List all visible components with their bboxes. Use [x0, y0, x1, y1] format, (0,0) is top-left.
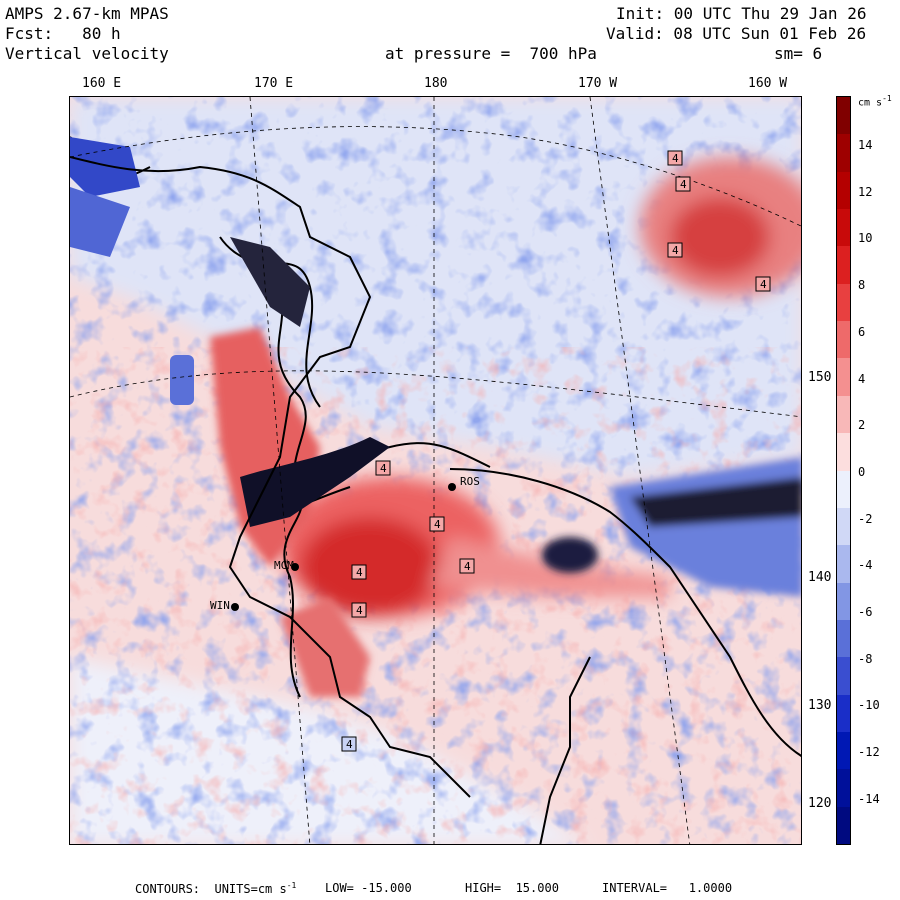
colorbar-segment [837, 395, 850, 434]
contour-label-box: 4 [667, 242, 683, 258]
northeast-updraft [640, 157, 801, 297]
station-dot-mcm [291, 563, 299, 571]
colorbar-tick-label: 4 [858, 371, 866, 386]
colorbar-segment [837, 806, 850, 845]
colorbar [836, 96, 851, 845]
smoothing: sm= 6 [774, 44, 823, 63]
colorbar-tick-label: 8 [858, 278, 866, 293]
contour-label-box: 4 [459, 558, 475, 574]
footer-high: HIGH= 15.000 [465, 881, 559, 895]
colorbar-tick-label: -6 [858, 605, 873, 619]
footer-contours: CONTOURS: UNITS=cm s-1 [135, 881, 297, 896]
colorbar-segment [837, 358, 850, 397]
contour-label-box: 4 [351, 564, 367, 580]
graticule [70, 97, 801, 844]
pressure-level: at pressure = 700 hPa [385, 44, 597, 63]
init-time: Init: 00 UTC Thu 29 Jan 26 [616, 4, 867, 23]
colorbar-segment [837, 321, 850, 359]
station-label-mcm: MCM [274, 559, 294, 572]
colorbar-segment [837, 507, 850, 546]
svg-text:4: 4 [346, 738, 353, 751]
lon-label-160e: 160 E [82, 76, 122, 91]
colorbar-segment [837, 545, 850, 584]
colorbar-tick-label: 10 [858, 231, 873, 246]
colorbar-tick-label: -10 [858, 698, 880, 713]
mountain-wave-fill [70, 137, 390, 527]
contour-label-box: 4 [375, 460, 391, 476]
contour-labels: 4 4 4 4 4 4 4 4 4 4 [341, 150, 771, 752]
map-canvas: ROS MCM WIN 4 4 4 4 4 4 4 4 4 4 [70, 97, 801, 844]
ross-updraft [280, 477, 670, 617]
colorbar-segment [837, 97, 850, 135]
station-label-win: WIN [210, 599, 230, 612]
colorbar-segment [837, 246, 850, 285]
colorbar-segment [837, 657, 850, 696]
svg-text:4: 4 [760, 278, 767, 291]
model-title: AMPS 2.67-km MPAS [5, 4, 169, 23]
contour-label-box: 4 [755, 276, 771, 292]
svg-text:4: 4 [356, 566, 363, 579]
colorbar-segment [837, 470, 850, 509]
svg-text:4: 4 [672, 152, 679, 165]
colorbar-segment [837, 769, 850, 808]
colorbar-tick-label: 6 [858, 324, 866, 339]
colorbar-unit: cm s-1 [858, 94, 892, 109]
colorbar-tick-label: -4 [858, 558, 873, 573]
colorbar-segment [837, 433, 850, 471]
valid-time: Valid: 08 UTC Sun 01 Feb 26 [606, 24, 867, 43]
colorbar-segment [837, 694, 850, 733]
colorbar-segment [837, 731, 850, 770]
lon-label-160w: 160 W [748, 76, 788, 91]
svg-text:4: 4 [672, 244, 679, 257]
forecast-hour: Fcst: 80 h [5, 24, 121, 43]
colorbar-segment [837, 283, 850, 322]
colorbar-tick-label: -12 [858, 745, 880, 760]
contour-label-box: 4 [675, 176, 691, 192]
svg-text:4: 4 [464, 560, 471, 573]
contour-label-box: 4 [341, 736, 357, 752]
colorbar-segment [837, 619, 850, 658]
stations: ROS MCM WIN [210, 475, 480, 612]
colorbar-tick-label: 2 [858, 418, 866, 433]
svg-text:4: 4 [356, 604, 363, 617]
footer-low: LOW= -15.000 [325, 881, 412, 895]
svg-text:4: 4 [680, 178, 687, 191]
station-label-ros: ROS [460, 475, 480, 488]
colorbar-segment [837, 209, 850, 247]
colorbar-tick-label: 0 [858, 464, 866, 479]
vertical-velocity-map: ROS MCM WIN 4 4 4 4 4 4 4 4 4 4 [69, 96, 802, 845]
station-dot-win [231, 603, 239, 611]
lon-label-170e: 170 E [254, 76, 294, 91]
field-name: Vertical velocity [5, 44, 169, 63]
station-dot-ros [448, 483, 456, 491]
contour-label-box: 4 [351, 602, 367, 618]
colorbar-tick-label: 14 [858, 138, 873, 152]
colorbar-tick-label: -2 [858, 511, 873, 526]
svg-text:4: 4 [380, 462, 387, 475]
contour-label-box: 4 [429, 516, 445, 532]
colorbar-tick-label: -14 [858, 791, 880, 806]
lon-label-180: 180 [424, 76, 448, 91]
coastlines [70, 156, 801, 844]
eastern-wave-band [542, 457, 801, 597]
contour-label-box: 4 [667, 150, 683, 166]
colorbar-tick-label: -8 [858, 651, 873, 666]
colorbar-segment [837, 582, 850, 621]
lon-label-170w: 170 W [578, 76, 618, 91]
colorbar-segment [837, 134, 850, 173]
svg-text:4: 4 [434, 518, 441, 531]
colorbar-tick-label: 12 [858, 184, 873, 199]
colorbar-segment [837, 171, 850, 210]
footer-interval: INTERVAL= 1.0000 [602, 881, 733, 895]
